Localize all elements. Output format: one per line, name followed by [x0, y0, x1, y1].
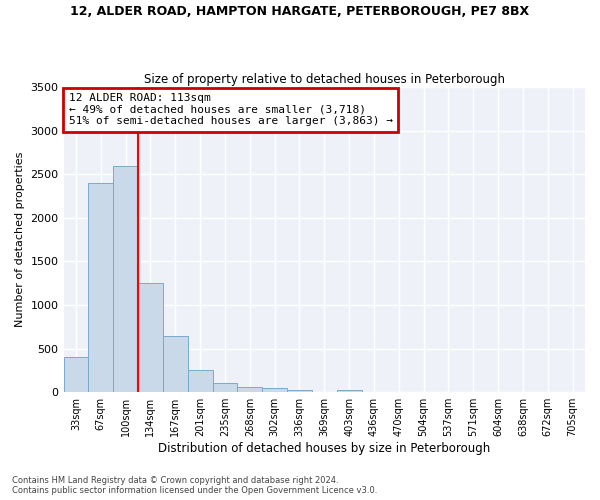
- Text: 12 ALDER ROAD: 113sqm
← 49% of detached houses are smaller (3,718)
51% of semi-d: 12 ALDER ROAD: 113sqm ← 49% of detached …: [69, 94, 393, 126]
- Bar: [64, 358, 88, 392]
- X-axis label: Distribution of detached houses by size in Peterborough: Distribution of detached houses by size …: [158, 442, 490, 455]
- Bar: [287, 390, 312, 392]
- Bar: [88, 183, 113, 392]
- Bar: [163, 336, 188, 392]
- Bar: [262, 388, 287, 392]
- Bar: [188, 370, 212, 392]
- Bar: [138, 284, 163, 392]
- Bar: [337, 390, 362, 392]
- Bar: [212, 382, 238, 392]
- Text: 12, ALDER ROAD, HAMPTON HARGATE, PETERBOROUGH, PE7 8BX: 12, ALDER ROAD, HAMPTON HARGATE, PETERBO…: [70, 5, 530, 18]
- Bar: [113, 166, 138, 392]
- Text: Contains HM Land Registry data © Crown copyright and database right 2024.
Contai: Contains HM Land Registry data © Crown c…: [12, 476, 377, 495]
- Bar: [238, 387, 262, 392]
- Y-axis label: Number of detached properties: Number of detached properties: [15, 152, 25, 328]
- Title: Size of property relative to detached houses in Peterborough: Size of property relative to detached ho…: [144, 73, 505, 86]
